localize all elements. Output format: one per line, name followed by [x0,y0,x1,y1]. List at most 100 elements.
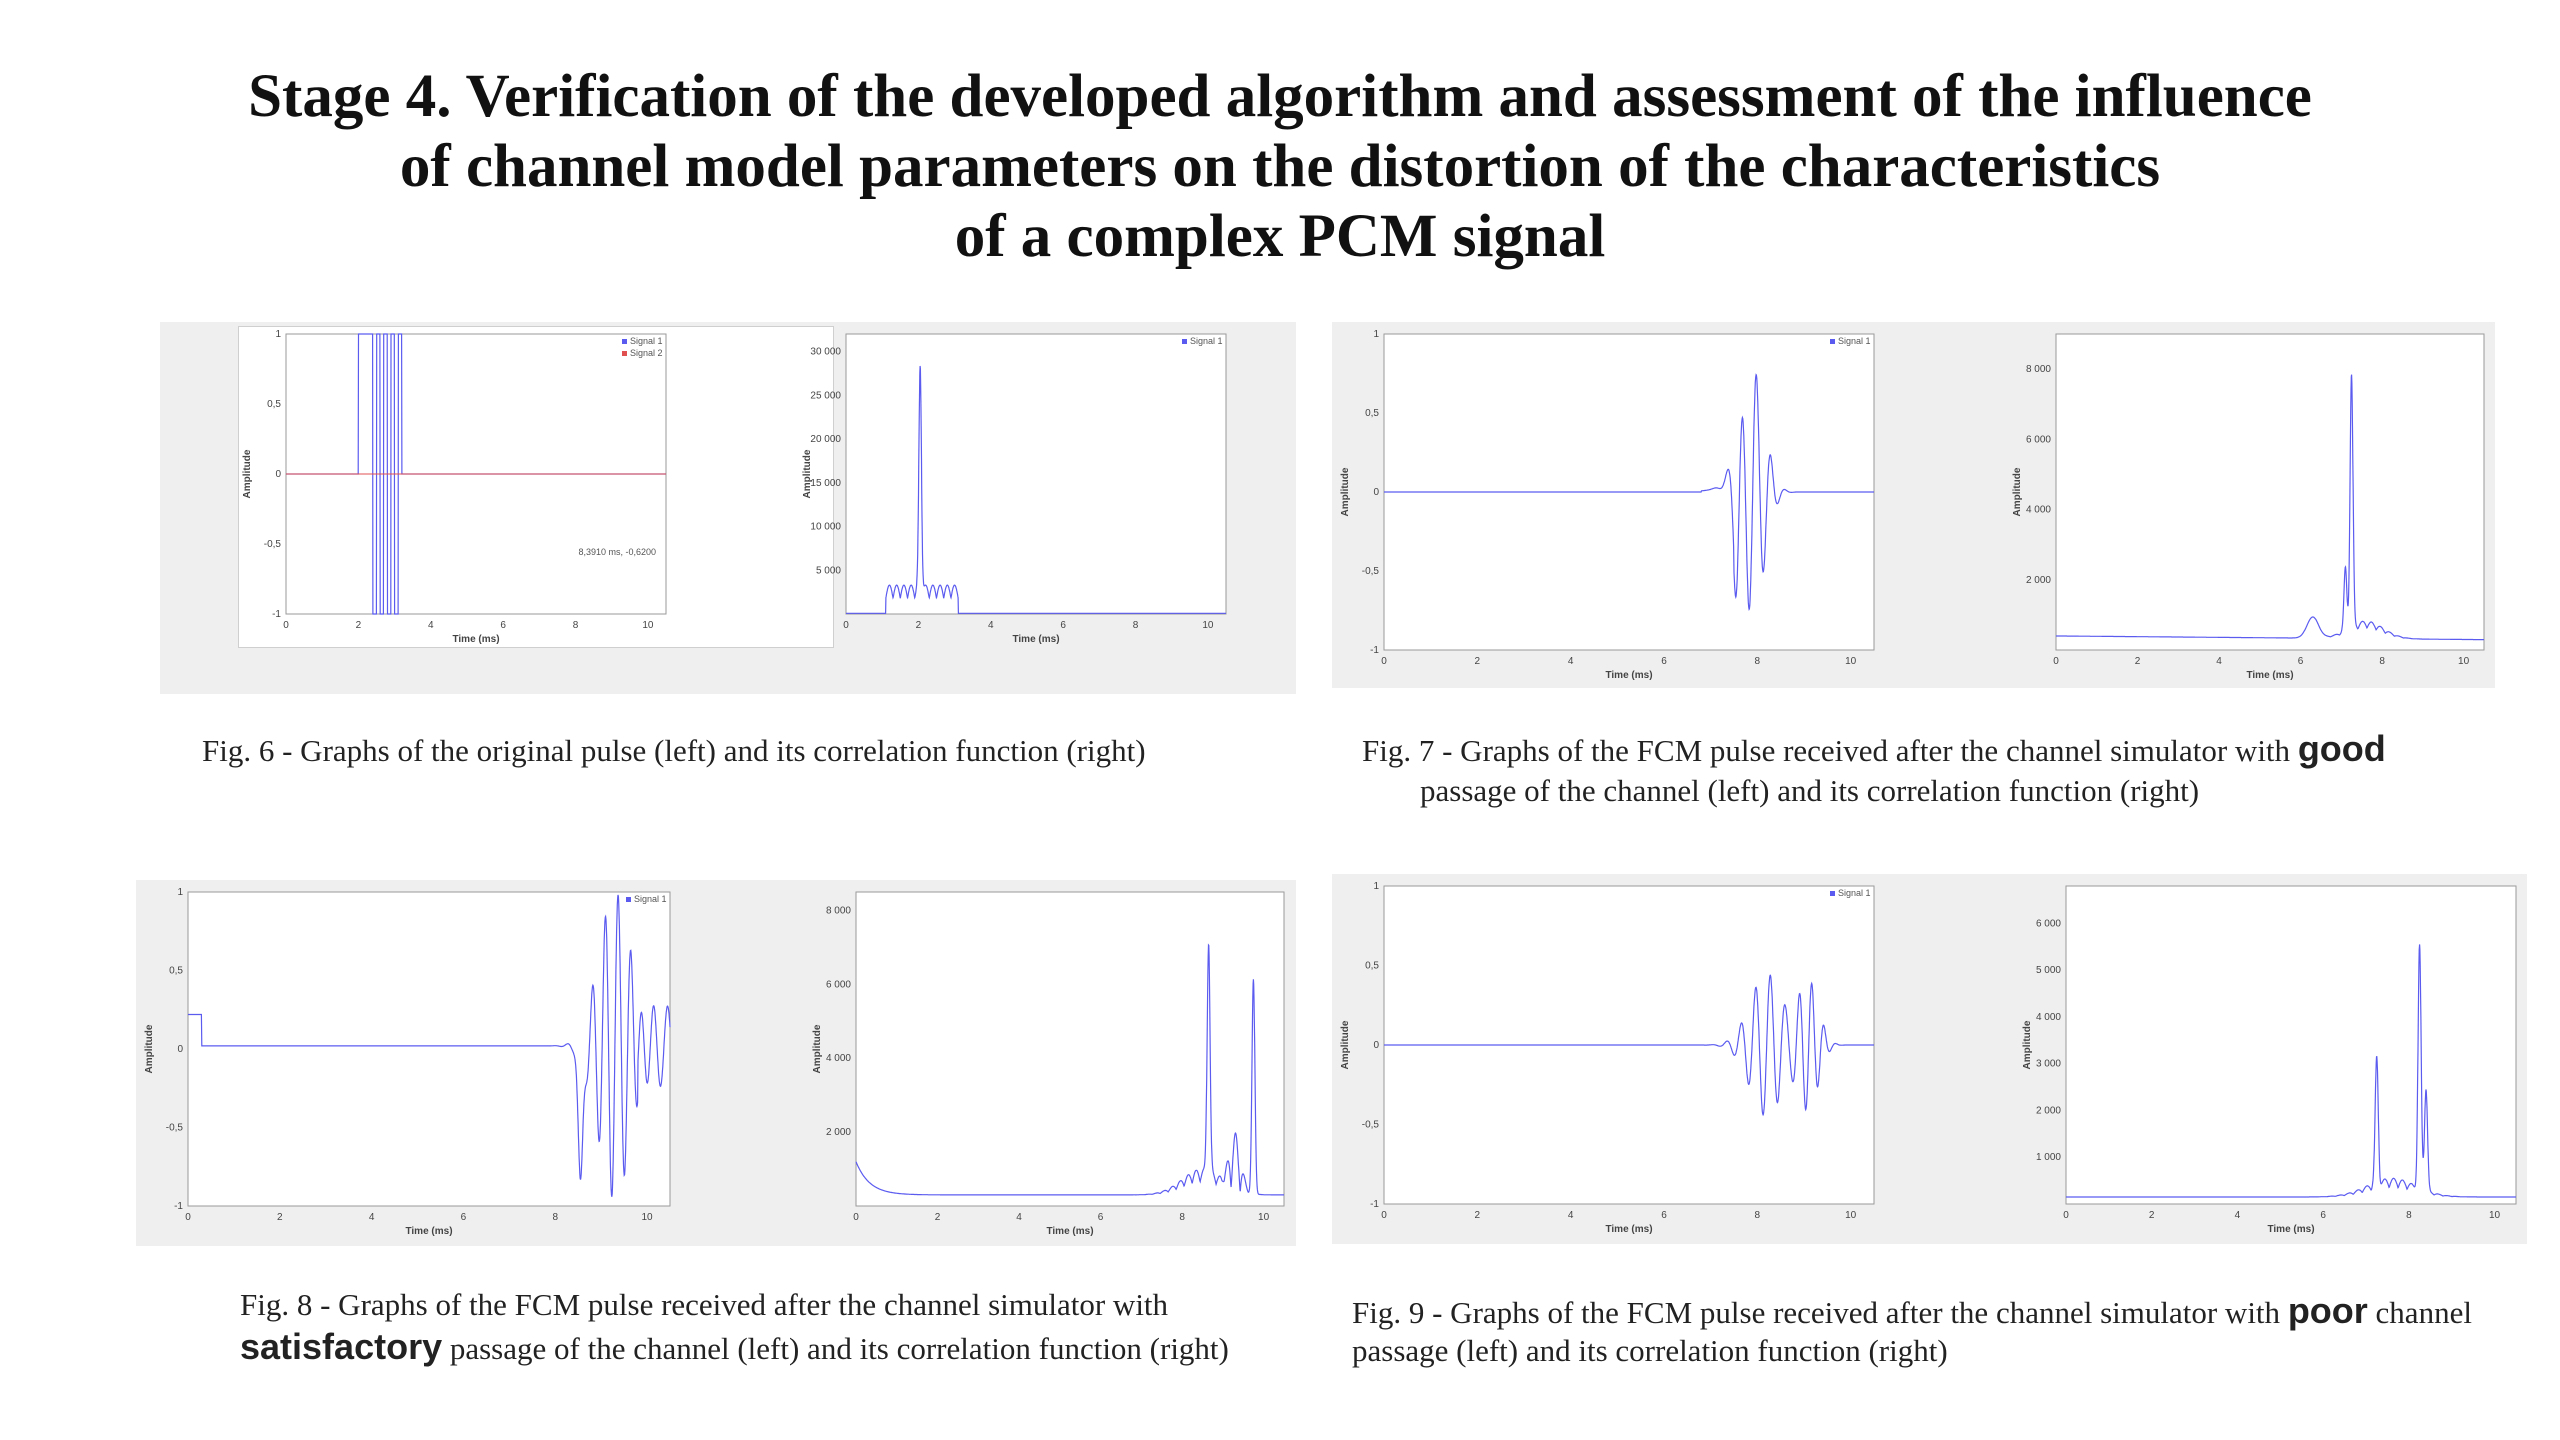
y-tick-label: 10 000 [810,522,841,533]
signal-1-line [2066,944,2516,1198]
y-tick-label: -0,5 [264,539,282,550]
y-tick-label: 5 000 [2036,965,2061,976]
fig7-caption-line2: passage of the channel (left) and its co… [1420,770,2199,811]
y-tick-label: -1 [1370,1199,1379,1210]
x-tick-label: 4 [428,620,434,631]
y-tick-label: 4 000 [2026,505,2051,516]
y-axis-label: Amplitude [802,449,813,498]
y-tick-label: 0,5 [169,966,183,977]
y-tick-label: 3 000 [2036,1059,2061,1070]
fig8-caption-text: Fig. 8 - Graphs of the FCM pulse receive… [240,1287,1169,1322]
x-tick-label: 4 [1016,1212,1022,1223]
y-tick-label: 1 [177,887,183,898]
fig7-caption: Fig. 7 - Graphs of the FCM pulse receive… [1362,728,2386,771]
y-tick-label: 1 [1373,329,1379,340]
title-line-2: of channel model parameters on the disto… [399,133,2161,200]
x-tick-label: 2 [1475,656,1481,667]
x-tick-label: 2 [356,620,362,631]
x-tick-label: 4 [1568,1210,1574,1221]
x-tick-label: 6 [1060,620,1066,631]
y-tick-label: 6 000 [2036,918,2061,929]
y-tick-label: 25 000 [810,390,841,401]
fig9-caption-line2: passage (left) and its correlation funct… [1352,1330,1948,1371]
legend-entry: Signal 2 [630,348,663,358]
y-tick-label: 20 000 [810,434,841,445]
x-tick-label: 2 [935,1212,941,1223]
fig6-caption-text: Fig. 6 - Graphs of the original pulse (l… [202,733,1146,768]
x-tick-label: 6 [2320,1210,2326,1221]
x-tick-label: 0 [853,1212,859,1223]
x-tick-label: 10 [642,620,654,631]
legend-entry: Signal 1 [1838,336,1871,346]
x-tick-label: 8 [552,1212,558,1223]
x-tick-label: 10 [2458,656,2470,667]
x-axis-label: Time (ms) [1012,634,1059,645]
fig8-caption: Fig. 8 - Graphs of the FCM pulse receive… [240,1284,1168,1325]
y-tick-label: 2 000 [826,1127,851,1138]
x-axis-label: Time (ms) [1046,1226,1093,1237]
legend-swatch [622,351,627,356]
y-tick-label: -0,5 [1362,566,1380,577]
y-axis-label: Amplitude [242,449,253,498]
y-tick-label: 4 000 [826,1053,851,1064]
x-tick-label: 6 [1661,656,1667,667]
x-axis-label: Time (ms) [1605,670,1652,681]
y-tick-label: 6 000 [826,979,851,990]
y-tick-label: 0,5 [267,399,281,410]
x-tick-label: 2 [277,1212,283,1223]
x-tick-label: 6 [461,1212,467,1223]
fig9-caption-text-2: channel [2367,1295,2472,1330]
x-tick-label: 10 [1258,1212,1270,1223]
fig7-caption-text-2: passage of the channel (left) and its co… [1420,773,2200,808]
y-tick-label: 0,5 [1365,408,1379,419]
fig6-right-chart: 0 2 4 6 8 10 30 000 25 000 20 000 15 000 10 000 5 0… [802,333,1227,645]
fig9-caption: Fig. 9 - Graphs of the FCM pulse receive… [1352,1290,2472,1333]
x-tick-label: 0 [283,620,289,631]
signal-1-line [2056,374,2484,641]
x-tick-label: 2 [1475,1210,1481,1221]
x-tick-label: 8 [2379,656,2385,667]
legend-entry: Signal 1 [1190,336,1223,346]
title-line-3: of a complex PCM signal [954,203,1606,270]
x-tick-label: 0 [1381,1210,1387,1221]
y-tick-label: -1 [174,1201,183,1212]
x-tick-label: 8 [1755,1210,1761,1221]
y-tick-label: 6 000 [2026,434,2051,445]
legend-swatch [1830,891,1835,896]
legend-swatch [1182,339,1187,344]
fig9-caption-bold: poor [2287,1290,2368,1331]
y-tick-label: -0,5 [166,1123,184,1134]
fig7-caption-bold: good [2297,728,2386,769]
x-tick-label: 8 [1133,620,1139,631]
y-tick-label: 2 000 [2026,575,2051,586]
y-tick-label: -1 [1370,645,1379,656]
y-tick-label: 5 000 [816,565,841,576]
x-tick-label: 4 [988,620,994,631]
y-tick-label: 0 [1373,487,1379,498]
fig6-caption: Fig. 6 - Graphs of the original pulse (l… [202,730,1146,771]
x-tick-label: 8 [2406,1210,2412,1221]
fig8-caption-bold: satisfactory [240,1326,443,1367]
title-line-1: Stage 4. Verification of the developed a… [248,63,2312,130]
fig8-right-plot-area [855,891,1285,1207]
x-tick-label: 0 [2053,656,2059,667]
x-tick-label: 2 [916,620,922,631]
x-tick-label: 0 [1381,656,1387,667]
y-axis-label: Amplitude [2012,467,2023,516]
x-tick-label: 8 [573,620,579,631]
x-tick-label: 10 [641,1212,653,1223]
x-tick-label: 0 [185,1212,191,1223]
x-axis-label: Time (ms) [452,634,499,645]
y-tick-label: 1 [1373,881,1379,892]
fig7-right-chart: 0 2 4 6 8 10 8 000 6 000 4 000 2 000 Time (ms) Ampl… [2012,333,2485,681]
fig9-left-chart: 0 2 4 6 8 10 1 0,5 0 -0,5 -1 Time (ms) Amplitude Sign… [1340,881,1875,1235]
x-tick-label: 6 [1098,1212,1104,1223]
x-tick-label: 0 [843,620,849,631]
x-tick-label: 8 [1179,1212,1185,1223]
x-tick-label: 4 [2235,1210,2241,1221]
y-axis-label: Amplitude [144,1024,155,1073]
x-axis-label: Time (ms) [2246,670,2293,681]
y-tick-label: 0 [177,1044,183,1055]
x-tick-label: 8 [1755,656,1761,667]
x-tick-label: 4 [2216,656,2222,667]
